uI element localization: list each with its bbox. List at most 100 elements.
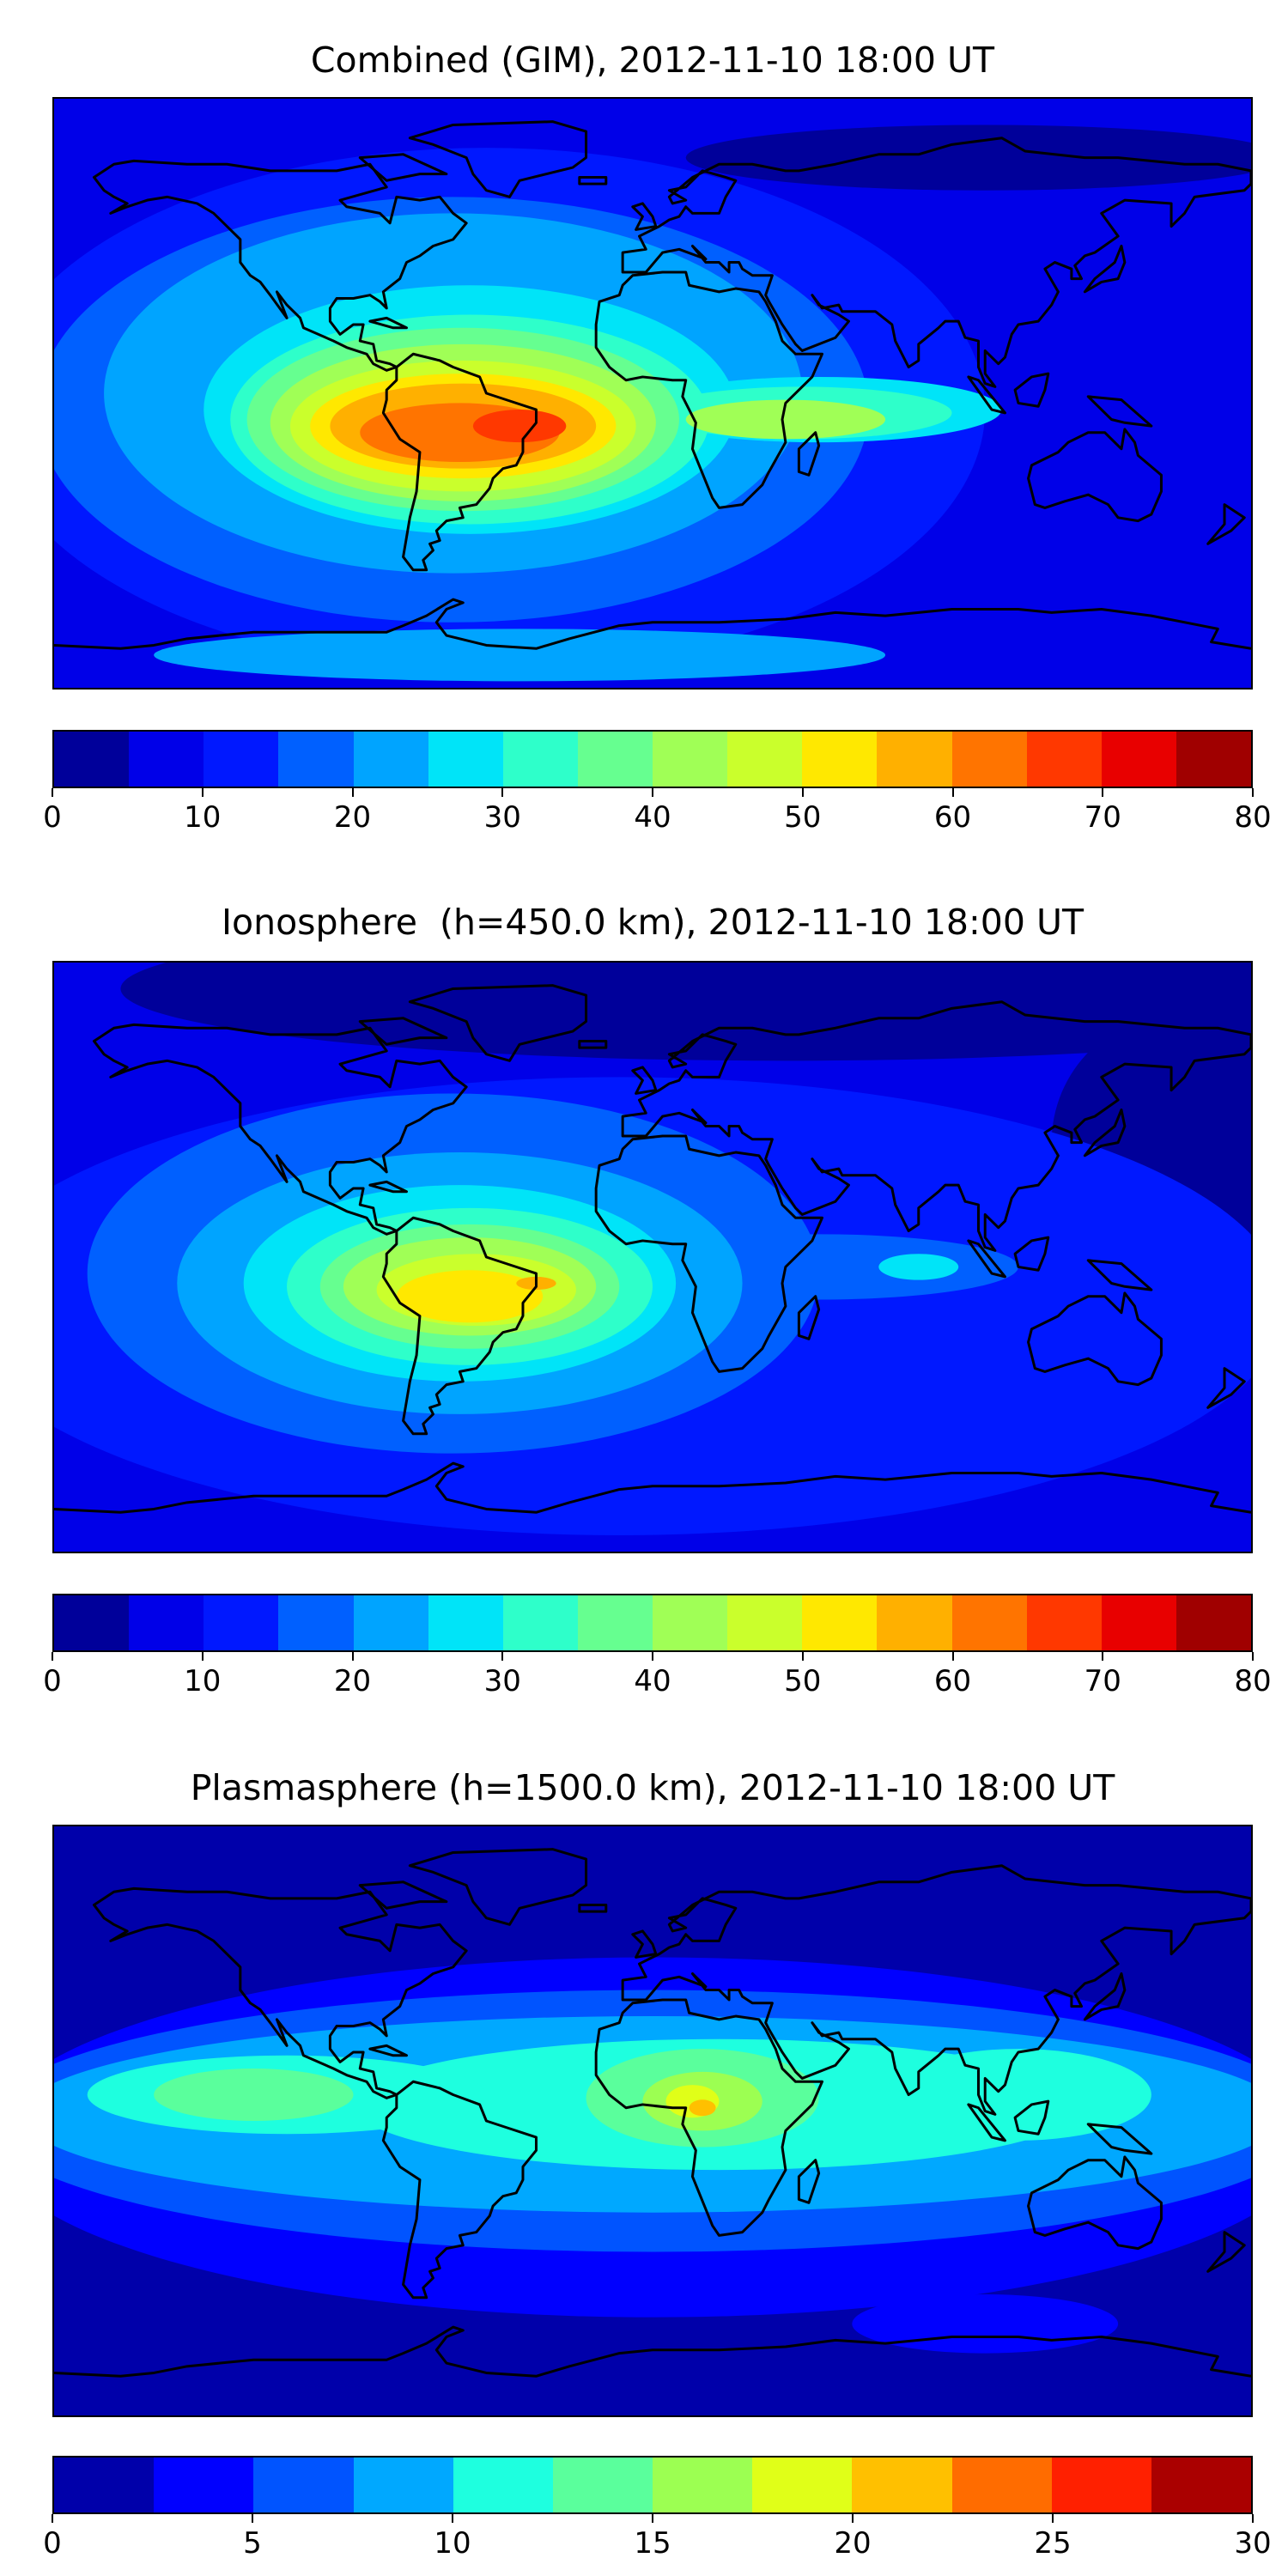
contour-region-level-8 <box>689 2099 716 2117</box>
colorbar-swatch <box>951 1595 1027 1650</box>
colorbar-tick-mark <box>1102 1652 1104 1661</box>
coastline-japan <box>1084 246 1124 292</box>
coastline-antarctica <box>54 2327 1251 2376</box>
colorbar-tick-label: 25 <box>1034 2526 1072 2561</box>
coastline-africa <box>596 1136 822 1371</box>
colorbar-tick-label: 0 <box>43 1664 62 1698</box>
coastline-australia <box>1029 2157 1162 2249</box>
colorbar-swatch <box>802 732 878 787</box>
colorbar-swatch <box>154 2458 254 2512</box>
colorbar-swatch <box>278 732 354 787</box>
colorbar-tick-mark <box>452 2514 453 2523</box>
coastline-sumatra <box>969 377 1005 413</box>
contour-region-level-10 <box>396 1270 544 1323</box>
colorbar-tick-label: 60 <box>933 800 972 835</box>
colorbar-tick-label: 70 <box>1084 1664 1121 1698</box>
colorbar-swatch <box>877 732 952 787</box>
colorbar-swatch <box>1101 1595 1176 1650</box>
coastline-new-zealand <box>1208 505 1245 544</box>
panel-title-combined: Combined (GIM), 2012-11-10 18:00 UT <box>310 39 995 81</box>
coastline-australia <box>1029 429 1162 521</box>
coastline-borneo <box>1015 374 1048 406</box>
colorbar-swatch <box>653 732 728 787</box>
colorbar-swatch <box>951 2458 1052 2512</box>
colorbar-tick-mark <box>801 788 804 797</box>
colorbar-swatch <box>1051 2458 1151 2512</box>
coastline-north-america <box>94 161 466 370</box>
colorbar-swatch <box>653 2458 753 2512</box>
colorbar-swatch <box>129 1595 204 1650</box>
coastline-greenland <box>410 122 586 197</box>
colorbar-swatch <box>1101 732 1176 787</box>
colorbar-swatch <box>877 1595 952 1650</box>
contour-field <box>54 99 1251 688</box>
colorbar-tick-label: 30 <box>483 1664 521 1698</box>
colorbar-tick-label: 50 <box>784 800 822 835</box>
colorbar-tick-mark <box>52 788 53 797</box>
colorbar-tick-mark <box>201 788 204 797</box>
coastline-new-zealand <box>1208 2233 1245 2272</box>
colorbar-tick-mark <box>1252 788 1254 797</box>
colorbar-tick-label: 5 <box>243 2526 262 2561</box>
colorbar-swatch <box>428 732 503 787</box>
coastline-africa <box>596 2000 822 2235</box>
coastline-antarctica <box>54 1463 1251 1512</box>
colorbar-tick-mark <box>52 2514 53 2523</box>
colorbar-tick-label: 40 <box>634 800 671 835</box>
coastline-iceland <box>580 177 606 184</box>
colorbar-tick-mark <box>351 788 354 797</box>
colorbar-tick-label: 30 <box>483 800 521 835</box>
colorbar-tick-label: 80 <box>1234 1664 1272 1698</box>
colorbar-ionosphere <box>52 1594 1253 1652</box>
colorbar-swatch <box>353 2458 453 2512</box>
colorbar-tick-label: 50 <box>784 1664 822 1698</box>
coastline-japan <box>1084 1974 1124 2020</box>
coastline-cuba <box>370 318 407 327</box>
contour-region-level-4 <box>885 2049 1151 2141</box>
coastline-eurasia <box>623 138 1251 387</box>
colorbar-swatch <box>577 1595 653 1650</box>
coastline-eurasia <box>623 1002 1251 1251</box>
coastline-baffin <box>360 155 447 180</box>
coastline-africa <box>596 272 822 507</box>
coastline-madagascar <box>799 2160 818 2203</box>
colorbar-swatch <box>1176 1595 1251 1650</box>
colorbar-swatch <box>353 1595 428 1650</box>
colorbar-tick-label: 0 <box>43 2526 62 2561</box>
coastline-cuba <box>370 2045 407 2055</box>
coastline-new-guinea <box>1088 1261 1151 1290</box>
coastline-great-britain <box>633 204 656 229</box>
contour-region-level-0 <box>685 125 1251 191</box>
colorbar-tick-label: 20 <box>834 2526 872 2561</box>
colorbar-tick-mark <box>652 1652 653 1661</box>
coastline-new-zealand <box>1208 1369 1245 1408</box>
map-plasmasphere <box>52 1825 1253 2417</box>
colorbar-tick-label: 40 <box>634 1664 671 1698</box>
contour-field <box>54 1826 1251 2415</box>
colorbar-tick-label: 10 <box>434 2526 471 2561</box>
coastline-new-guinea <box>1088 2124 1151 2154</box>
coastline-greenland <box>410 1850 586 1925</box>
contour-region-level-5 <box>878 1254 959 1280</box>
colorbar-swatch <box>577 732 653 787</box>
contour-region-level-8 <box>685 399 886 440</box>
colorbar-swatch <box>1026 732 1102 787</box>
contour-region-level-4 <box>154 629 886 682</box>
coastline-north-america <box>94 1888 466 2098</box>
colorbar-swatch <box>278 1595 354 1650</box>
colorbar-tick-label: 60 <box>933 1664 972 1698</box>
colorbar-swatch <box>54 1595 130 1650</box>
coastline-south-america <box>383 354 536 570</box>
colorbar-tick-mark <box>501 788 504 797</box>
colorbar-swatch <box>129 732 204 787</box>
coastline-iceland <box>580 1041 606 1048</box>
colorbar-tick-label: 15 <box>634 2526 671 2561</box>
coastline-south-america <box>383 1218 536 1434</box>
colorbar-plasmasphere <box>52 2456 1253 2514</box>
colorbar-tick-mark <box>1252 2514 1254 2523</box>
colorbar-tick-mark <box>252 2514 253 2523</box>
colorbar-ticks-plasmasphere: 0 5 10 15 20 25 30 <box>43 2514 1272 2574</box>
colorbar-swatch <box>727 732 803 787</box>
colorbar-swatch <box>54 2458 155 2512</box>
panel-title-plasmasphere: Plasmasphere (h=1500.0 km), 2012-11-10 1… <box>190 1767 1115 1808</box>
